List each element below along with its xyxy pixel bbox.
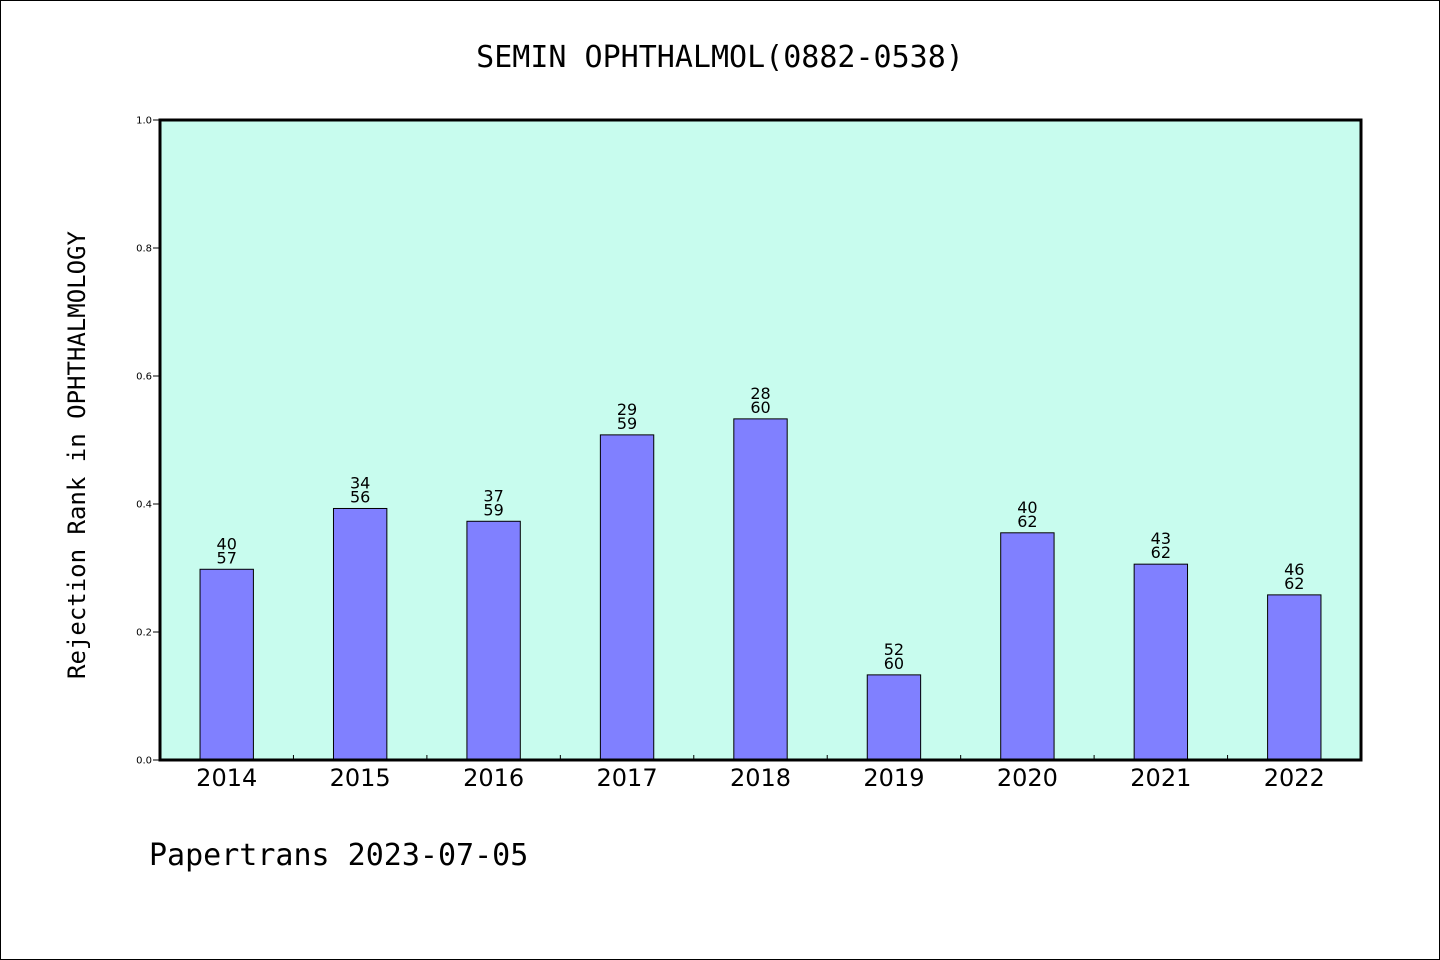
bar-rank-label: 40 [1017,498,1037,517]
bar-rank-label: 43 [1151,529,1171,548]
footer-stamp: Papertrans 2023-07-05 [149,838,528,873]
bar-total-label: 62 [1151,543,1171,562]
bar [1267,594,1322,761]
chart-title: SEMIN OPHTHALMOL(0882-0538) [476,40,964,75]
y-axis-label: Rejection Rank in OPHTHALMOLOGY [63,230,91,678]
y-tick-label: 0.0 [136,756,152,767]
bar-rank-label: 46 [1284,560,1304,579]
bar-total-label: 62 [1017,512,1037,531]
bar [466,520,521,761]
bar [599,434,655,761]
y-tick-label: 0.4 [136,500,152,511]
bar-total-label: 62 [1284,574,1304,593]
x-tick-label: 2015 [330,764,391,792]
x-tick-label: 2017 [597,764,658,792]
x-tick-label: 2018 [730,764,791,792]
x-tick-label: 2022 [1264,764,1325,792]
y-tick-label: 0.6 [136,372,152,383]
x-tick-label: 2014 [196,764,257,792]
bar-total-label: 59 [617,414,637,433]
bar-total-label: 60 [750,398,770,417]
bar-rank-label: 52 [884,640,904,659]
bar [1133,563,1189,761]
bar [332,507,388,761]
bar-rank-label: 29 [617,400,637,419]
bar-total-label: 56 [350,487,370,506]
x-tick-label: 2020 [997,764,1058,792]
x-tick-label: 2019 [863,764,924,792]
bar-total-label: 59 [483,500,503,519]
bar [199,568,254,761]
bar-total-label: 60 [884,654,904,673]
y-tick-label: 0.8 [136,244,152,255]
plot-border [158,118,1363,762]
x-axis: 2014 2015 2016 2017 2018 2019 2020 2021 2022 [196,755,1325,792]
y-axis: 0.0 0.2 0.4 0.6 0.8 1.0 [136,116,160,767]
y-tick-label: 1.0 [136,116,152,127]
x-tick-label: 2016 [463,764,524,792]
bar [733,418,788,761]
bar-rank-label: 34 [350,473,370,492]
bar [1000,532,1055,761]
bar-rank-label: 28 [750,384,770,403]
bar-total-label: 57 [217,548,237,567]
bar-rank-label: 37 [483,486,503,505]
bar-rank-label: 40 [217,534,237,553]
y-tick-label: 0.2 [136,628,152,639]
bar [866,674,922,761]
x-tick-label: 2021 [1130,764,1191,792]
